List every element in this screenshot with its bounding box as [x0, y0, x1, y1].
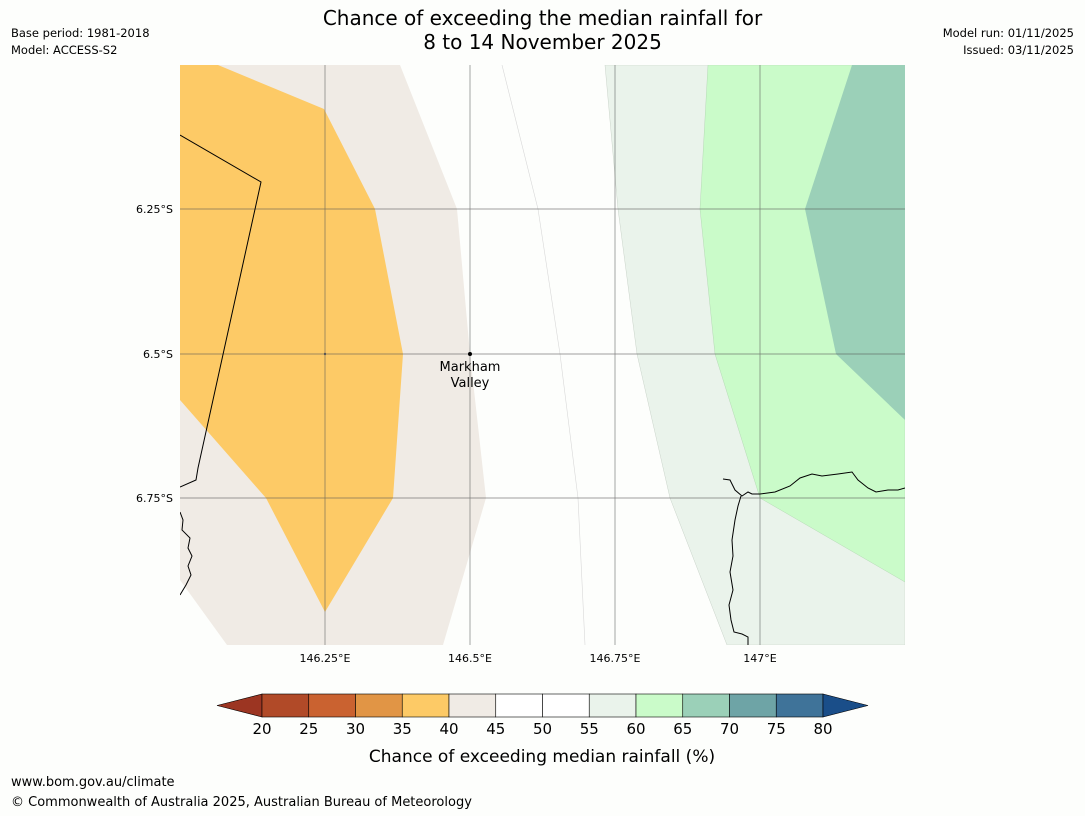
lat-label: 6.25°S — [136, 203, 173, 216]
colorbar-over-arrow — [822, 693, 869, 718]
colorbar-segment — [308, 693, 356, 718]
colorbar-tick-label: 35 — [393, 720, 412, 738]
colorbar-segment — [355, 693, 403, 718]
map-panel — [180, 65, 905, 645]
colorbar-segment — [401, 693, 450, 718]
colorbar-segment — [682, 693, 730, 718]
grid-intersection-dot — [323, 352, 327, 356]
colorbar-title: Chance of exceeding median rainfall (%) — [369, 747, 715, 767]
colorbar-under-arrow — [216, 693, 263, 718]
lat-label: 6.5°S — [143, 348, 173, 361]
place-label-line-2: Valley — [451, 376, 490, 391]
colorbar-segment — [588, 693, 637, 718]
colorbar-tick-label: 30 — [346, 720, 365, 738]
colorbar-tick-label: 40 — [439, 720, 458, 738]
lon-label: 146.25°E — [300, 652, 351, 665]
metadata-left: Base period: 1981-2018 Model: ACCESS-S2 — [11, 25, 150, 59]
model-run-text: Model run: 01/11/2025 — [942, 26, 1074, 40]
colorbar-tick-label: 55 — [580, 720, 599, 738]
issued-text: Issued: 03/11/2025 — [963, 43, 1074, 57]
colorbar-segment — [542, 693, 590, 718]
coastline-south — [728, 495, 749, 645]
title-line-2: 8 to 14 November 2025 — [423, 30, 662, 54]
lon-label: 146.75°E — [590, 652, 641, 665]
markham-valley-marker — [468, 352, 472, 356]
place-label-line-1: Markham — [440, 360, 501, 375]
colorbar-tick-label: 50 — [533, 720, 552, 738]
colorbar-tick-label: 45 — [486, 720, 505, 738]
colorbar — [216, 693, 869, 718]
colorbar-tick-label: 70 — [720, 720, 739, 738]
colorbar-tick-label: 25 — [299, 720, 318, 738]
title-line-1: Chance of exceeding the median rainfall … — [322, 6, 763, 30]
lon-label: 147°E — [743, 652, 776, 665]
colorbar-ticks: 20 25 30 35 40 45 50 55 60 65 70 75 80 — [252, 720, 832, 738]
colorbar-segment — [775, 693, 824, 718]
colorbar-segment — [729, 693, 777, 718]
metadata-right: Model run: 01/11/2025 Issued: 03/11/2025 — [943, 25, 1074, 59]
band-65-70 — [805, 65, 905, 420]
base-period-text: Base period: 1981-2018 — [11, 26, 150, 40]
colorbar-segment — [495, 693, 543, 718]
coastline-west — [180, 511, 193, 596]
band-35-40 — [180, 65, 403, 612]
footer-url[interactable]: www.bom.gov.au/climate — [11, 775, 175, 790]
lat-label: 6.75°S — [136, 492, 173, 505]
colorbar-tick-label: 20 — [252, 720, 271, 738]
colorbar-tick-label: 60 — [626, 720, 645, 738]
colorbar-tick-label: 80 — [813, 720, 832, 738]
map-title: Chance of exceeding the median rainfall … — [0, 6, 1085, 54]
international-border — [180, 134, 262, 488]
footer-copyright: © Commonwealth of Australia 2025, Austra… — [11, 795, 472, 810]
colorbar-segment — [635, 693, 684, 718]
lon-label: 146.5°E — [448, 652, 492, 665]
coastline-east — [722, 471, 905, 497]
colorbar-tick-label: 75 — [767, 720, 786, 738]
colorbar-segment — [261, 693, 310, 718]
colorbar-segment — [448, 693, 497, 718]
colorbar-tick-label: 65 — [673, 720, 692, 738]
model-text: Model: ACCESS-S2 — [11, 43, 118, 57]
